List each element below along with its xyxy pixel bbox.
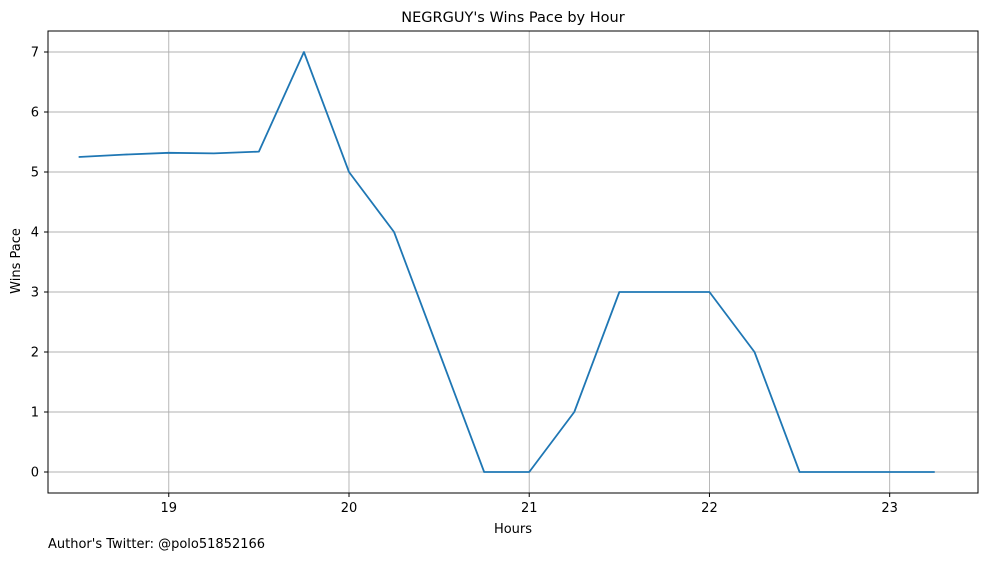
author-twitter-credit: Author's Twitter: @polo51852166	[48, 537, 266, 552]
x-tick-label: 19	[160, 501, 177, 516]
y-tick-label: 5	[31, 166, 39, 181]
y-tick-label: 2	[31, 346, 39, 361]
series-line	[78, 51, 935, 473]
y-tick-label: 7	[31, 46, 39, 61]
y-tick-label: 4	[31, 226, 39, 241]
gridlines	[48, 31, 978, 493]
y-tick-label: 0	[31, 466, 39, 481]
x-tick-label: 20	[341, 501, 358, 516]
y-tick-label: 6	[31, 106, 39, 121]
x-axis-label: Hours	[494, 522, 532, 537]
x-tick-label: 23	[881, 501, 898, 516]
y-tick-label: 1	[31, 406, 39, 421]
y-axis-label: Wins Pace	[9, 228, 24, 294]
y-tick-label: 3	[31, 286, 39, 301]
x-tick-label: 21	[521, 501, 538, 516]
series-layer	[78, 51, 935, 473]
x-tick-label: 22	[701, 501, 718, 516]
plot-area-frame	[47, 30, 979, 494]
chart-title: NEGRGUY's Wins Pace by Hour	[401, 10, 624, 26]
